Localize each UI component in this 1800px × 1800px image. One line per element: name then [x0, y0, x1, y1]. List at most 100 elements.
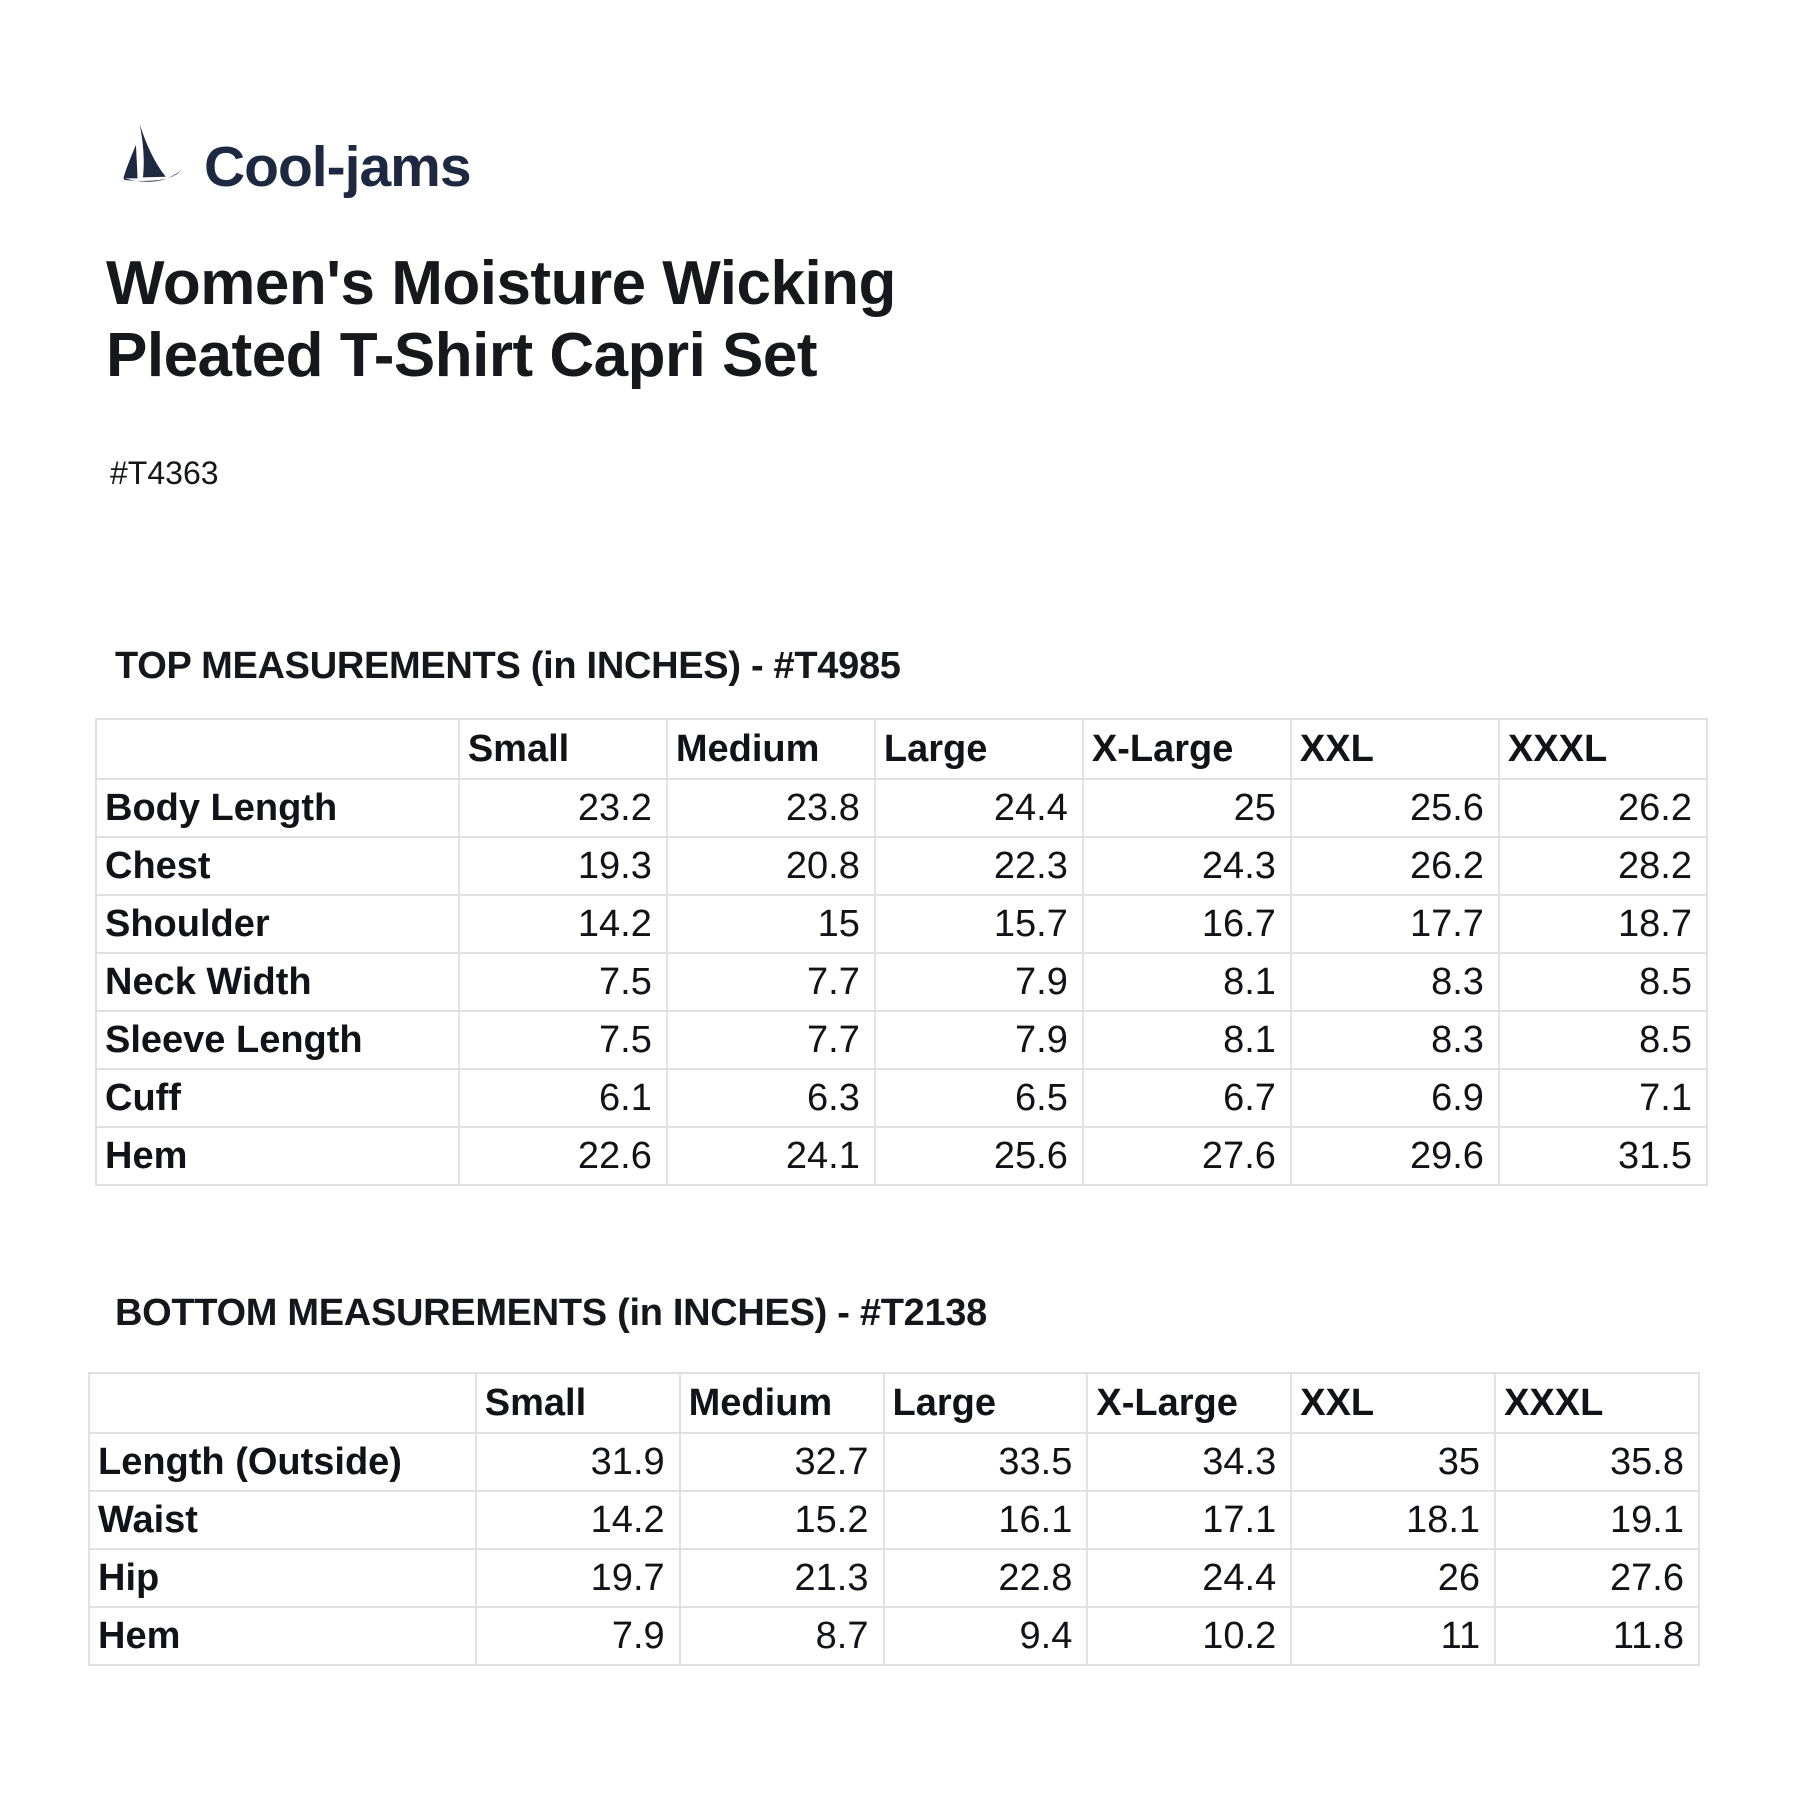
- table-row: Hip 19.7 21.3 22.8 24.4 26 27.6: [88, 1548, 1700, 1608]
- brand-name: Cool-jams: [204, 135, 472, 199]
- measurement-value: 7.7: [665, 952, 876, 1012]
- measurement-row-label: Hem: [88, 1606, 477, 1666]
- measurement-value: 9.4: [882, 1606, 1089, 1666]
- measurement-value: 25.6: [1289, 778, 1500, 838]
- size-column-header: XXXL: [1497, 718, 1709, 780]
- measurement-value: 7.9: [873, 1010, 1084, 1070]
- measurement-value: 15.2: [678, 1490, 885, 1550]
- measurement-value: 17.7: [1289, 894, 1500, 954]
- top-measurements-heading: TOP MEASUREMENTS (in INCHES) - #T4985: [115, 645, 901, 687]
- measurement-value: 15: [665, 894, 876, 954]
- measurement-value: 18.7: [1497, 894, 1709, 954]
- measurement-value: 15.7: [873, 894, 1084, 954]
- measurement-value: 24.1: [665, 1126, 876, 1186]
- measurement-row-label: Body Length: [95, 778, 460, 838]
- measurement-value: 25: [1081, 778, 1292, 838]
- corner-cell: [95, 718, 460, 780]
- measurement-row-label: Chest: [95, 836, 460, 896]
- table-row: Neck Width 7.5 7.7 7.9 8.1 8.3 8.5: [95, 952, 1709, 1012]
- measurement-row-label: Hip: [88, 1548, 477, 1608]
- measurement-value: 32.7: [678, 1432, 885, 1492]
- measurement-value: 8.7: [678, 1606, 885, 1666]
- table-row: Hem 22.6 24.1 25.6 27.6 29.6 31.5: [95, 1126, 1709, 1186]
- table-row: Waist 14.2 15.2 16.1 17.1 18.1 19.1: [88, 1490, 1700, 1550]
- measurement-row-label: Waist: [88, 1490, 477, 1550]
- measurement-value: 23.8: [665, 778, 876, 838]
- measurement-value: 22.8: [882, 1548, 1089, 1608]
- measurement-value: 7.5: [457, 1010, 668, 1070]
- bottom-measurements-heading: BOTTOM MEASUREMENTS (in INCHES) - #T2138: [115, 1292, 987, 1334]
- measurement-value: 6.3: [665, 1068, 876, 1128]
- measurement-value: 24.4: [1086, 1548, 1293, 1608]
- size-column-header: Large: [873, 718, 1084, 780]
- header-row: Small Medium Large X-Large XXL XXXL: [95, 718, 1709, 780]
- measurement-row-label: Sleeve Length: [95, 1010, 460, 1070]
- size-column-header: Medium: [678, 1372, 885, 1434]
- table-row: Hem 7.9 8.7 9.4 10.2 11 11.8: [88, 1606, 1700, 1666]
- measurement-value: 27.6: [1081, 1126, 1292, 1186]
- table-row: Cuff 6.1 6.3 6.5 6.7 6.9 7.1: [95, 1068, 1709, 1128]
- size-column-header: X-Large: [1081, 718, 1292, 780]
- measurement-value: 26: [1290, 1548, 1497, 1608]
- measurement-value: 35.8: [1494, 1432, 1700, 1492]
- measurement-value: 19.7: [474, 1548, 681, 1608]
- measurement-value: 8.1: [1081, 1010, 1292, 1070]
- measurement-value: 21.3: [678, 1548, 885, 1608]
- measurement-row-label: Length (Outside): [88, 1432, 477, 1492]
- size-column-header: XXL: [1289, 718, 1500, 780]
- table-row: Length (Outside) 31.9 32.7 33.5 34.3 35 35.8: [88, 1432, 1700, 1492]
- measurement-value: 14.2: [474, 1490, 681, 1550]
- measurement-value: 34.3: [1086, 1432, 1293, 1492]
- measurement-value: 14.2: [457, 894, 668, 954]
- brand-logo: Cool-jams: [118, 98, 472, 210]
- measurement-value: 24.3: [1081, 836, 1292, 896]
- measurement-value: 29.6: [1289, 1126, 1500, 1186]
- measurement-row-label: Neck Width: [95, 952, 460, 1012]
- measurement-value: 10.2: [1086, 1606, 1293, 1666]
- measurement-value: 26.2: [1497, 778, 1709, 838]
- measurement-value: 7.5: [457, 952, 668, 1012]
- measurement-value: 22.3: [873, 836, 1084, 896]
- product-title: Women's Moisture Wicking Pleated T-Shirt…: [106, 249, 896, 390]
- size-column-header: Large: [882, 1372, 1089, 1434]
- measurement-value: 33.5: [882, 1432, 1089, 1492]
- product-code: #T4363: [110, 455, 219, 491]
- measurement-value: 23.2: [457, 778, 668, 838]
- measurement-value: 22.6: [457, 1126, 668, 1186]
- measurement-value: 11: [1290, 1606, 1497, 1666]
- size-column-header: X-Large: [1086, 1372, 1293, 1434]
- measurement-value: 6.7: [1081, 1068, 1292, 1128]
- measurement-value: 31.9: [474, 1432, 681, 1492]
- measurement-value: 25.6: [873, 1126, 1084, 1186]
- measurement-value: 18.1: [1290, 1490, 1497, 1550]
- size-column-header: XXL: [1290, 1372, 1497, 1434]
- bottom-measurements-table: Small Medium Large X-Large XXL XXXL Length (Ou…: [88, 1372, 1700, 1666]
- measurement-value: 6.5: [873, 1068, 1084, 1128]
- measurement-value: 19.1: [1494, 1490, 1700, 1550]
- measurement-value: 11.8: [1494, 1606, 1700, 1666]
- measurement-row-label: Hem: [95, 1126, 460, 1186]
- measurement-value: 35: [1290, 1432, 1497, 1492]
- table-row: Chest 19.3 20.8 22.3 24.3 26.2 28.2: [95, 836, 1709, 896]
- measurement-value: 7.1: [1497, 1068, 1709, 1128]
- header-row: Small Medium Large X-Large XXL XXXL: [88, 1372, 1700, 1434]
- measurement-value: 31.5: [1497, 1126, 1709, 1186]
- measurement-value: 8.5: [1497, 952, 1709, 1012]
- size-column-header: Small: [474, 1372, 681, 1434]
- measurement-value: 8.3: [1289, 952, 1500, 1012]
- measurement-value: 16.1: [882, 1490, 1089, 1550]
- measurement-value: 8.1: [1081, 952, 1292, 1012]
- measurement-value: 7.9: [474, 1606, 681, 1666]
- size-column-header: Small: [457, 718, 668, 780]
- measurement-value: 6.1: [457, 1068, 668, 1128]
- measurement-value: 20.8: [665, 836, 876, 896]
- measurement-value: 17.1: [1086, 1490, 1293, 1550]
- measurement-value: 7.9: [873, 952, 1084, 1012]
- sailboat-icon: [118, 98, 194, 210]
- measurement-value: 8.3: [1289, 1010, 1500, 1070]
- corner-cell: [88, 1372, 477, 1434]
- size-column-header: Medium: [665, 718, 876, 780]
- table-row: Sleeve Length 7.5 7.7 7.9 8.1 8.3 8.5: [95, 1010, 1709, 1070]
- measurement-value: 24.4: [873, 778, 1084, 838]
